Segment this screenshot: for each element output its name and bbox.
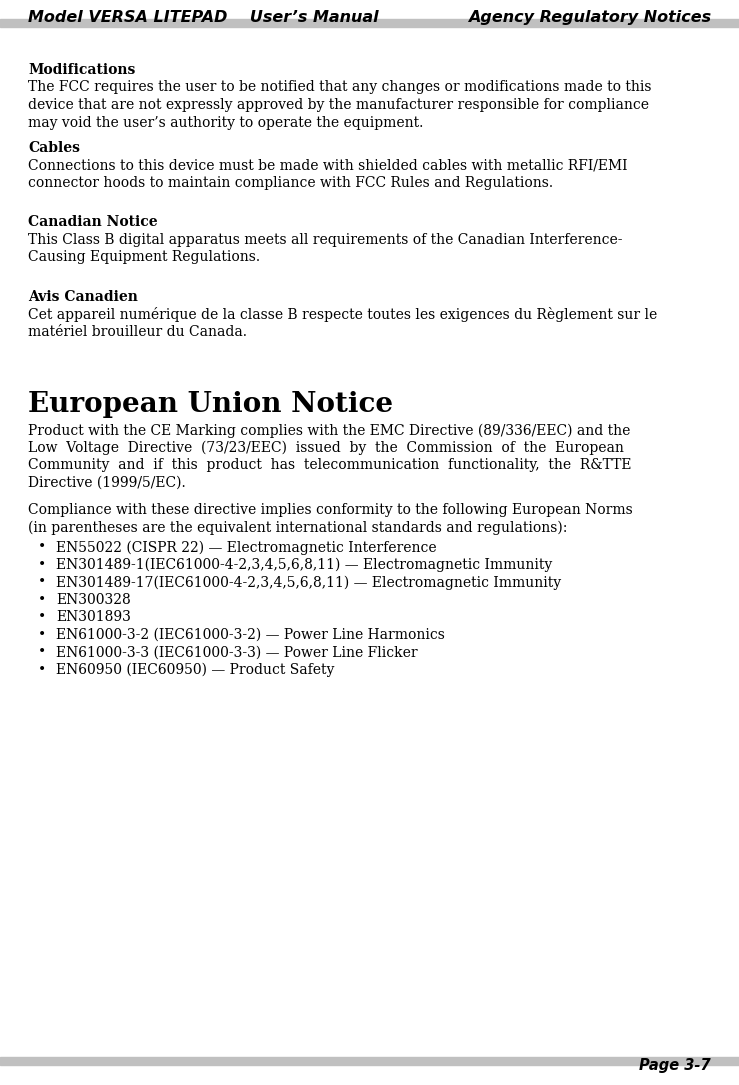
Text: Page 3-7: Page 3-7 [639, 1058, 711, 1073]
Bar [0, 20, 739, 27]
Text: This Class B digital apparatus meets all requirements of the Canadian Interferen: This Class B digital apparatus meets all… [28, 233, 622, 247]
Text: Cables: Cables [28, 141, 80, 155]
Text: •: • [38, 610, 47, 624]
Text: Product with the CE Marking complies with the EMC Directive (89/336/EEC) and the: Product with the CE Marking complies wit… [28, 423, 630, 437]
Text: Avis Canadien: Avis Canadien [28, 290, 138, 304]
Text: Agency Regulatory Notices: Agency Regulatory Notices [468, 10, 711, 25]
Text: EN301489-17(IEC61000-4-2,3,4,5,6,8,11) — Electromagnetic Immunity: EN301489-17(IEC61000-4-2,3,4,5,6,8,11) —… [56, 575, 561, 589]
Text: •: • [38, 575, 47, 589]
Text: European Union Notice: European Union Notice [28, 391, 393, 418]
Text: •: • [38, 628, 47, 642]
Text: EN61000-3-2 (IEC61000-3-2) — Power Line Harmonics: EN61000-3-2 (IEC61000-3-2) — Power Line … [56, 628, 445, 642]
Text: Low  Voltage  Directive  (73/23/EEC)  issued  by  the  Commission  of  the  Euro: Low Voltage Directive (73/23/EEC) issued… [28, 441, 624, 456]
Text: •: • [38, 558, 47, 572]
Text: connector hoods to maintain compliance with FCC Rules and Regulations.: connector hoods to maintain compliance w… [28, 176, 553, 190]
Text: The FCC requires the user to be notified that any changes or modifications made : The FCC requires the user to be notified… [28, 80, 652, 94]
Text: EN301893: EN301893 [56, 610, 131, 624]
Text: Connections to this device must be made with shielded cables with metallic RFI/E: Connections to this device must be made … [28, 158, 627, 173]
Text: •: • [38, 540, 47, 554]
Text: matériel brouilleur du Canada.: matériel brouilleur du Canada. [28, 326, 247, 339]
Text: Compliance with these directive implies conformity to the following European Nor: Compliance with these directive implies … [28, 503, 633, 518]
Text: EN55022 (CISPR 22) — Electromagnetic Interference: EN55022 (CISPR 22) — Electromagnetic Int… [56, 540, 437, 554]
Text: Causing Equipment Regulations.: Causing Equipment Regulations. [28, 251, 260, 265]
Text: EN300328: EN300328 [56, 592, 131, 607]
Text: Modifications: Modifications [28, 63, 135, 77]
Text: EN60950 (IEC60950) — Product Safety: EN60950 (IEC60950) — Product Safety [56, 663, 334, 677]
Text: Cet appareil numérique de la classe B respecte toutes les exigences du Règlement: Cet appareil numérique de la classe B re… [28, 307, 657, 322]
Text: Community  and  if  this  product  has  telecommunication  functionality,  the  : Community and if this product has teleco… [28, 458, 632, 472]
Text: EN61000-3-3 (IEC61000-3-3) — Power Line Flicker: EN61000-3-3 (IEC61000-3-3) — Power Line … [56, 646, 418, 660]
Text: may void the user’s authority to operate the equipment.: may void the user’s authority to operate… [28, 115, 423, 129]
Bar [0, 1057, 739, 1065]
Text: •: • [38, 592, 47, 607]
Text: Directive (1999/5/EC).: Directive (1999/5/EC). [28, 476, 185, 489]
Text: •: • [38, 646, 47, 660]
Text: (in parentheses are the equivalent international standards and regulations):: (in parentheses are the equivalent inter… [28, 521, 568, 535]
Text: device that are not expressly approved by the manufacturer responsible for compl: device that are not expressly approved b… [28, 98, 649, 112]
Text: EN301489-1(IEC61000-4-2,3,4,5,6,8,11) — Electromagnetic Immunity: EN301489-1(IEC61000-4-2,3,4,5,6,8,11) — … [56, 558, 552, 572]
Text: •: • [38, 663, 47, 677]
Text: Canadian Notice: Canadian Notice [28, 216, 157, 230]
Text: Model VERSA LITEPAD    User’s Manual: Model VERSA LITEPAD User’s Manual [28, 10, 378, 25]
